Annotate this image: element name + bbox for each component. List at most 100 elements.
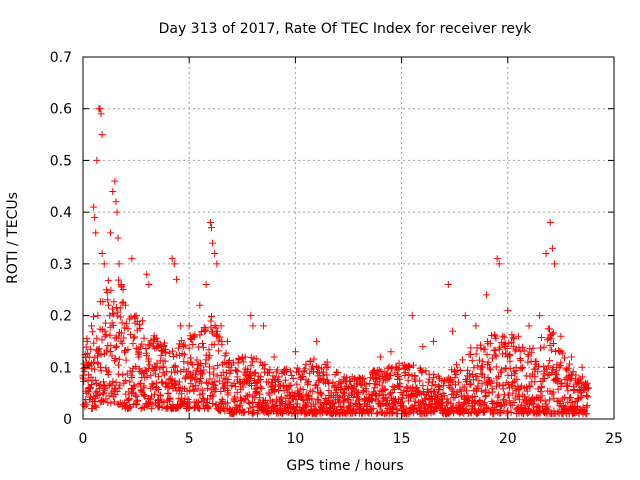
data-point bbox=[490, 410, 498, 418]
data-point bbox=[409, 405, 417, 413]
data-point bbox=[525, 382, 533, 390]
data-point bbox=[162, 348, 170, 356]
data-point bbox=[520, 347, 528, 355]
data-points bbox=[79, 105, 593, 418]
data-point bbox=[484, 404, 492, 412]
data-point bbox=[250, 408, 258, 416]
data-point bbox=[182, 372, 190, 380]
data-point bbox=[214, 327, 222, 335]
data-point bbox=[314, 364, 322, 372]
data-point bbox=[264, 402, 272, 410]
y-tick-label: 0.3 bbox=[50, 257, 72, 273]
data-point bbox=[271, 385, 279, 393]
data-point bbox=[205, 368, 213, 376]
data-point bbox=[90, 203, 98, 211]
data-point bbox=[481, 345, 489, 353]
data-point bbox=[180, 358, 188, 366]
data-point bbox=[511, 370, 519, 378]
data-point bbox=[138, 340, 146, 348]
data-point bbox=[453, 361, 461, 369]
data-point bbox=[268, 398, 276, 406]
y-tick-label: 0.5 bbox=[50, 153, 72, 169]
data-point bbox=[170, 381, 178, 389]
data-point bbox=[475, 356, 483, 364]
data-point bbox=[121, 376, 129, 384]
data-point bbox=[475, 377, 483, 385]
data-point bbox=[142, 344, 150, 352]
data-point bbox=[583, 379, 591, 387]
data-point bbox=[215, 337, 223, 345]
data-point bbox=[346, 377, 354, 385]
data-point bbox=[115, 355, 123, 363]
data-point bbox=[418, 369, 426, 377]
data-point bbox=[510, 398, 518, 406]
data-point bbox=[199, 394, 207, 402]
data-point bbox=[306, 369, 314, 377]
data-point bbox=[82, 343, 90, 351]
data-point bbox=[160, 339, 168, 347]
data-point bbox=[464, 392, 472, 400]
data-point bbox=[125, 394, 133, 402]
data-point bbox=[225, 356, 233, 364]
data-point bbox=[526, 383, 534, 391]
data-point bbox=[517, 356, 525, 364]
data-point bbox=[137, 405, 145, 413]
data-point bbox=[109, 321, 117, 329]
data-point bbox=[181, 341, 189, 349]
data-point bbox=[484, 358, 492, 366]
data-point bbox=[112, 198, 120, 206]
data-point bbox=[187, 354, 195, 362]
data-point bbox=[472, 322, 480, 330]
data-point bbox=[148, 405, 156, 413]
data-point bbox=[546, 341, 554, 349]
data-point bbox=[413, 384, 421, 392]
data-point bbox=[130, 334, 138, 342]
data-point bbox=[89, 358, 97, 366]
data-point bbox=[583, 410, 591, 418]
data-point bbox=[184, 359, 192, 367]
data-point bbox=[471, 392, 479, 400]
data-point bbox=[117, 281, 125, 289]
data-point bbox=[285, 408, 293, 416]
data-point bbox=[557, 382, 565, 390]
data-point bbox=[260, 322, 268, 330]
y-tick-labels: 0 0.1 0.2 0.3 0.4 0.5 0.6 0.7 bbox=[50, 50, 72, 428]
data-point bbox=[452, 371, 460, 379]
data-point bbox=[232, 383, 240, 391]
data-point bbox=[98, 336, 106, 344]
data-point bbox=[132, 393, 140, 401]
data-point bbox=[485, 364, 493, 372]
data-point bbox=[245, 408, 253, 416]
data-point bbox=[409, 361, 417, 369]
data-point bbox=[337, 402, 345, 410]
data-point bbox=[519, 391, 527, 399]
data-point bbox=[239, 409, 247, 417]
y-tick-label: 0.4 bbox=[50, 205, 72, 221]
data-point bbox=[383, 376, 391, 384]
data-point bbox=[283, 368, 291, 376]
data-point bbox=[416, 389, 424, 397]
data-point bbox=[488, 385, 496, 393]
data-point bbox=[175, 378, 183, 386]
data-point bbox=[249, 403, 257, 411]
data-point bbox=[87, 345, 95, 353]
data-point bbox=[217, 388, 225, 396]
data-point bbox=[172, 275, 180, 283]
data-point bbox=[273, 366, 281, 374]
data-point bbox=[193, 399, 201, 407]
data-point bbox=[128, 367, 136, 375]
data-point bbox=[196, 331, 204, 339]
data-point bbox=[287, 381, 295, 389]
y-tick-label: 0.2 bbox=[50, 309, 72, 325]
data-point bbox=[495, 391, 503, 399]
data-point bbox=[257, 376, 265, 384]
data-point bbox=[109, 310, 117, 318]
data-point bbox=[531, 378, 539, 386]
data-point bbox=[338, 386, 346, 394]
data-point bbox=[91, 213, 99, 221]
data-point bbox=[503, 344, 511, 352]
data-point bbox=[500, 333, 508, 341]
data-point bbox=[436, 386, 444, 394]
data-point bbox=[214, 362, 222, 370]
data-point bbox=[419, 343, 427, 351]
